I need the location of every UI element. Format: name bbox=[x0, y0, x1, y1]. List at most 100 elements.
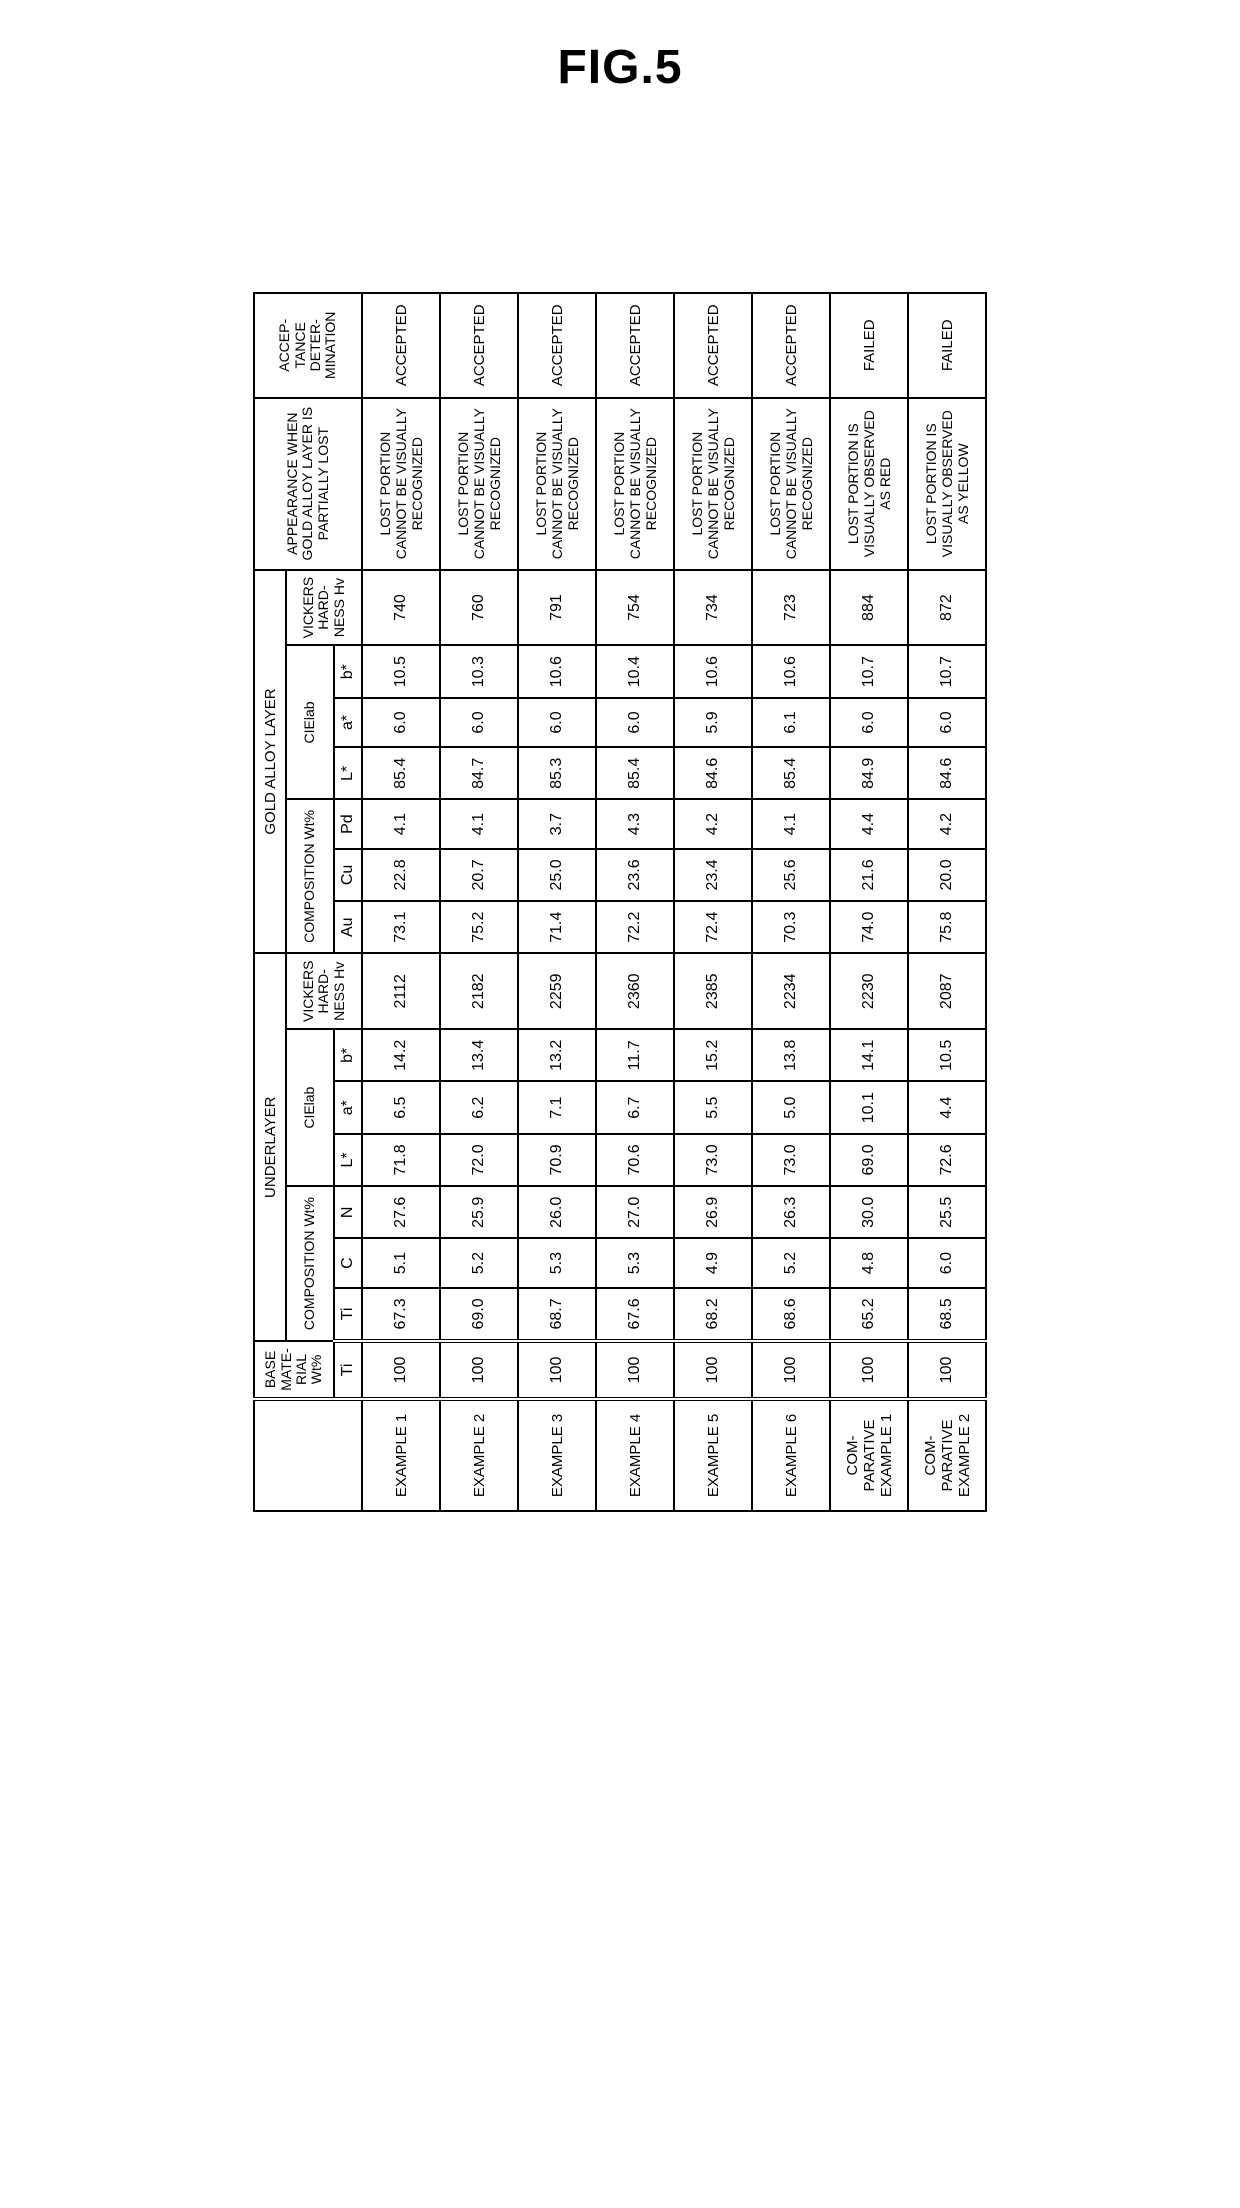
cell-g-a: 6.0 bbox=[908, 698, 986, 747]
cell-u-a: 6.7 bbox=[596, 1082, 674, 1134]
cell-appearance: LOST PORTION IS VISUALLY OBSERVED AS YEL… bbox=[908, 398, 986, 570]
header-underlayer-cielab: CIElab bbox=[286, 1029, 334, 1186]
cell-u-ti: 68.2 bbox=[674, 1288, 752, 1341]
cell-g-pd: 4.2 bbox=[908, 799, 986, 848]
cell-g-hv: 740 bbox=[362, 570, 440, 646]
cell-g-hv: 884 bbox=[830, 570, 908, 646]
row-label: EXAMPLE 5 bbox=[674, 1399, 752, 1511]
table-row: EXAMPLE 510068.24.926.973.05.515.2238572… bbox=[674, 293, 752, 1511]
cell-u-n: 26.0 bbox=[518, 1186, 596, 1238]
cell-u-n: 27.0 bbox=[596, 1186, 674, 1238]
cell-determination: ACCEPTED bbox=[518, 293, 596, 398]
cell-g-cu: 20.7 bbox=[440, 849, 518, 901]
cell-g-b: 10.7 bbox=[830, 646, 908, 698]
cell-u-c: 5.3 bbox=[518, 1238, 596, 1287]
cell-u-ti: 68.7 bbox=[518, 1288, 596, 1341]
cell-g-l: 85.4 bbox=[752, 747, 830, 799]
cell-g-l: 84.9 bbox=[830, 747, 908, 799]
cell-g-cu: 23.4 bbox=[674, 849, 752, 901]
cell-determination: ACCEPTED bbox=[440, 293, 518, 398]
cell-u-a: 5.0 bbox=[752, 1082, 830, 1134]
table-row: EXAMPLE 210069.05.225.972.06.213.4218275… bbox=[440, 293, 518, 1511]
cell-u-c: 4.8 bbox=[830, 1238, 908, 1287]
cell-g-pd: 4.1 bbox=[752, 799, 830, 848]
cell-determination: ACCEPTED bbox=[674, 293, 752, 398]
cell-u-hv: 2385 bbox=[674, 953, 752, 1029]
cell-u-b: 11.7 bbox=[596, 1029, 674, 1081]
cell-g-a: 6.0 bbox=[830, 698, 908, 747]
cell-u-n: 26.3 bbox=[752, 1186, 830, 1238]
cell-g-cu: 21.6 bbox=[830, 849, 908, 901]
header-blank bbox=[254, 1399, 362, 1511]
cell-determination: FAILED bbox=[908, 293, 986, 398]
cell-g-b: 10.3 bbox=[440, 646, 518, 698]
cell-base-ti: 100 bbox=[908, 1341, 986, 1399]
cell-u-hv: 2112 bbox=[362, 953, 440, 1029]
cell-base-ti: 100 bbox=[752, 1341, 830, 1399]
cell-u-hv: 2182 bbox=[440, 953, 518, 1029]
cell-g-a: 6.0 bbox=[596, 698, 674, 747]
header-gold-cielab: CIElab bbox=[286, 646, 334, 800]
row-label: COM-PARATIVE EXAMPLE 2 bbox=[908, 1399, 986, 1511]
cell-determination: ACCEPTED bbox=[362, 293, 440, 398]
row-label: EXAMPLE 2 bbox=[440, 1399, 518, 1511]
cell-g-au: 72.2 bbox=[596, 901, 674, 953]
cell-g-au: 70.3 bbox=[752, 901, 830, 953]
cell-g-au: 74.0 bbox=[830, 901, 908, 953]
cell-u-b: 14.1 bbox=[830, 1029, 908, 1081]
cell-g-b: 10.6 bbox=[674, 646, 752, 698]
cell-g-hv: 791 bbox=[518, 570, 596, 646]
cell-g-cu: 25.0 bbox=[518, 849, 596, 901]
cell-u-ti: 69.0 bbox=[440, 1288, 518, 1341]
cell-u-hv: 2259 bbox=[518, 953, 596, 1029]
cell-g-pd: 4.1 bbox=[440, 799, 518, 848]
cell-u-l: 73.0 bbox=[752, 1134, 830, 1186]
cell-g-hv: 723 bbox=[752, 570, 830, 646]
cell-u-c: 5.2 bbox=[752, 1238, 830, 1287]
table-row: EXAMPLE 310068.75.326.070.97.113.2225971… bbox=[518, 293, 596, 1511]
cell-u-c: 5.3 bbox=[596, 1238, 674, 1287]
cell-g-au: 75.2 bbox=[440, 901, 518, 953]
header-g-cu: Cu bbox=[334, 849, 362, 901]
cell-u-hv: 2360 bbox=[596, 953, 674, 1029]
cell-determination: ACCEPTED bbox=[596, 293, 674, 398]
cell-u-n: 27.6 bbox=[362, 1186, 440, 1238]
cell-u-n: 30.0 bbox=[830, 1186, 908, 1238]
cell-g-hv: 754 bbox=[596, 570, 674, 646]
cell-u-b: 13.8 bbox=[752, 1029, 830, 1081]
cell-u-c: 6.0 bbox=[908, 1238, 986, 1287]
header-u-l: L* bbox=[334, 1134, 362, 1186]
cell-g-b: 10.6 bbox=[752, 646, 830, 698]
header-u-a: a* bbox=[334, 1082, 362, 1134]
cell-determination: ACCEPTED bbox=[752, 293, 830, 398]
cell-g-l: 85.4 bbox=[362, 747, 440, 799]
cell-u-hv: 2230 bbox=[830, 953, 908, 1029]
cell-u-a: 6.5 bbox=[362, 1082, 440, 1134]
cell-determination: FAILED bbox=[830, 293, 908, 398]
header-gold-alloy: GOLD ALLOY LAYER bbox=[254, 570, 286, 954]
cell-u-a: 6.2 bbox=[440, 1082, 518, 1134]
cell-g-au: 75.8 bbox=[908, 901, 986, 953]
table-row: EXAMPLE 610068.65.226.373.05.013.8223470… bbox=[752, 293, 830, 1511]
cell-g-pd: 4.1 bbox=[362, 799, 440, 848]
cell-u-b: 14.2 bbox=[362, 1029, 440, 1081]
header-gold-comp: COMPOSITION Wt% bbox=[286, 799, 334, 953]
cell-g-pd: 3.7 bbox=[518, 799, 596, 848]
cell-g-au: 71.4 bbox=[518, 901, 596, 953]
cell-u-b: 13.2 bbox=[518, 1029, 596, 1081]
cell-u-ti: 68.6 bbox=[752, 1288, 830, 1341]
cell-g-hv: 872 bbox=[908, 570, 986, 646]
cell-appearance: LOST PORTION CANNOT BE VISUALLY RECOGNIZ… bbox=[674, 398, 752, 570]
header-g-b: b* bbox=[334, 646, 362, 698]
header-u-c: C bbox=[334, 1238, 362, 1287]
cell-g-b: 10.4 bbox=[596, 646, 674, 698]
header-g-au: Au bbox=[334, 901, 362, 953]
cell-g-l: 84.6 bbox=[674, 747, 752, 799]
cell-u-c: 5.1 bbox=[362, 1238, 440, 1287]
cell-u-n: 25.5 bbox=[908, 1186, 986, 1238]
cell-g-a: 6.0 bbox=[440, 698, 518, 747]
cell-appearance: LOST PORTION CANNOT BE VISUALLY RECOGNIZ… bbox=[362, 398, 440, 570]
cell-u-a: 7.1 bbox=[518, 1082, 596, 1134]
cell-g-cu: 25.6 bbox=[752, 849, 830, 901]
header-g-a: a* bbox=[334, 698, 362, 747]
